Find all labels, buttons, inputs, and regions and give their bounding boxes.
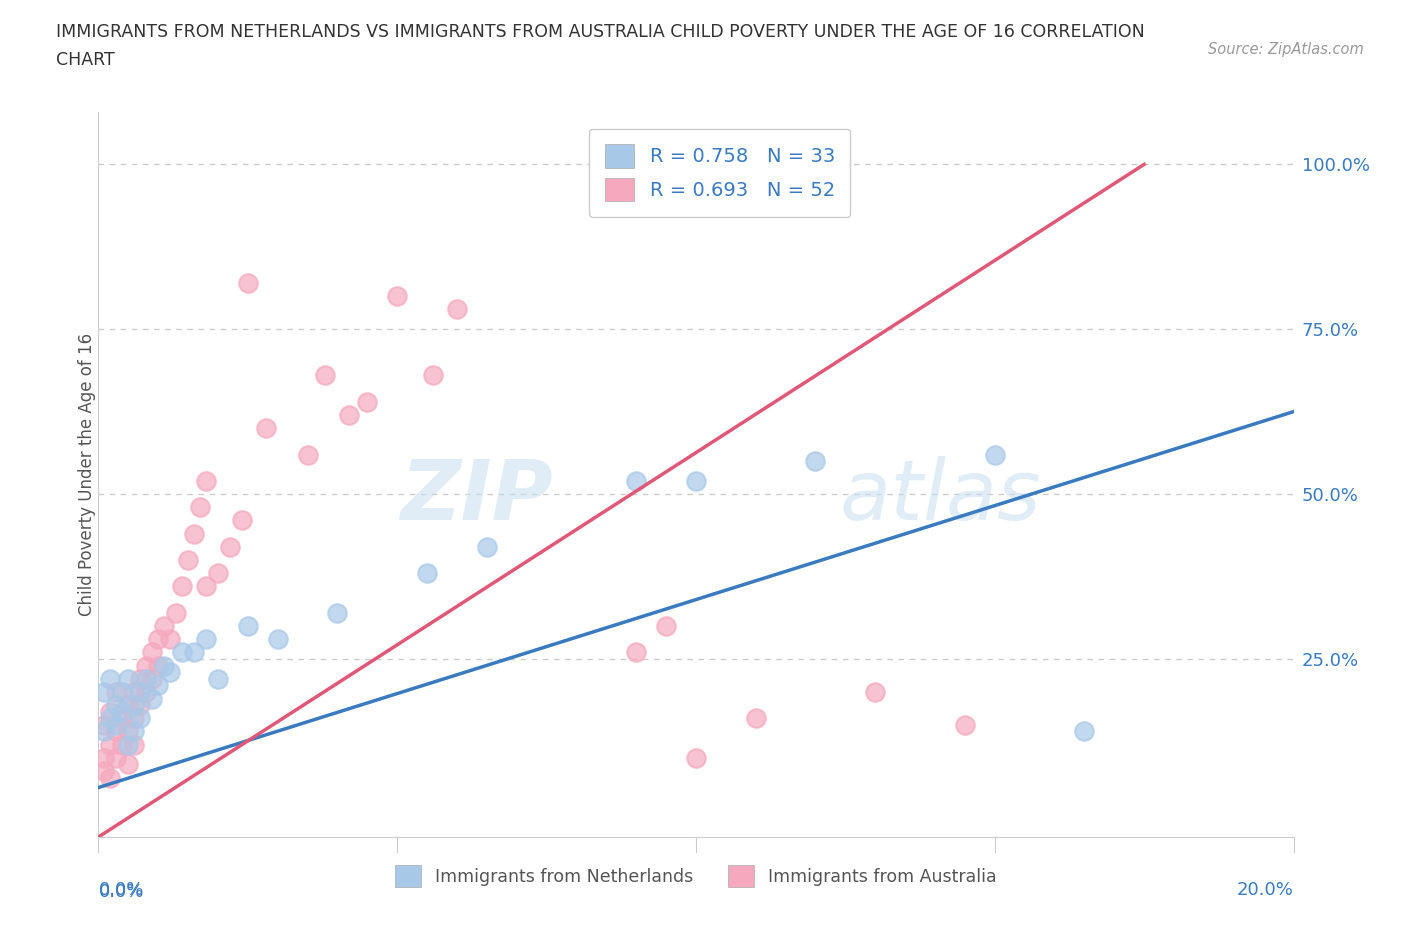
Point: [111, 704, 134, 719]
Point: [207, 565, 229, 580]
Point: [195, 631, 218, 646]
Point: [159, 631, 181, 646]
Point: [129, 671, 152, 686]
Point: [148, 678, 170, 693]
Point: [626, 473, 648, 488]
Point: [195, 579, 218, 594]
Point: [159, 665, 181, 680]
Text: Source: ZipAtlas.com: Source: ZipAtlas.com: [1208, 42, 1364, 57]
Point: [148, 658, 170, 673]
Point: [98, 737, 122, 752]
Point: [297, 447, 319, 462]
Point: [231, 513, 253, 528]
Point: [385, 289, 409, 304]
Point: [117, 698, 139, 712]
Point: [129, 711, 152, 725]
Legend: Immigrants from Netherlands, Immigrants from Australia: Immigrants from Netherlands, Immigrants …: [388, 858, 1004, 894]
Point: [98, 671, 122, 686]
Point: [745, 711, 768, 725]
Point: [267, 631, 290, 646]
Point: [446, 302, 468, 317]
Point: [356, 394, 378, 409]
Point: [153, 658, 176, 673]
Point: [236, 618, 259, 633]
Point: [984, 447, 1007, 462]
Point: [183, 526, 205, 541]
Point: [165, 605, 187, 620]
Point: [188, 499, 211, 514]
Point: [124, 684, 146, 699]
Point: [254, 420, 277, 435]
Point: [177, 552, 200, 567]
Point: [141, 644, 163, 659]
Point: [172, 644, 194, 659]
Point: [626, 644, 648, 659]
Point: [422, 368, 444, 383]
Point: [655, 618, 678, 633]
Point: [865, 684, 887, 699]
Point: [685, 473, 707, 488]
Point: [172, 579, 194, 594]
Point: [1073, 724, 1095, 739]
Point: [129, 698, 152, 712]
Point: [153, 618, 176, 633]
Point: [105, 751, 128, 765]
Point: [195, 473, 218, 488]
Point: [93, 724, 115, 739]
Text: 0.0%: 0.0%: [98, 881, 143, 898]
Point: [124, 724, 146, 739]
Text: CHART: CHART: [56, 51, 115, 69]
Y-axis label: Child Poverty Under the Age of 16: Child Poverty Under the Age of 16: [79, 333, 96, 616]
Point: [111, 711, 134, 725]
Point: [105, 724, 128, 739]
Text: ZIP: ZIP: [399, 456, 553, 537]
Point: [117, 737, 139, 752]
Point: [315, 368, 337, 383]
Point: [98, 704, 122, 719]
Point: [98, 770, 122, 785]
Point: [685, 751, 707, 765]
Point: [475, 539, 498, 554]
Point: [111, 684, 134, 699]
Point: [135, 658, 157, 673]
Point: [111, 737, 134, 752]
Point: [207, 671, 229, 686]
Point: [236, 275, 259, 290]
Point: [124, 711, 146, 725]
Point: [148, 631, 170, 646]
Point: [804, 454, 827, 469]
Point: [416, 565, 439, 580]
Point: [219, 539, 242, 554]
Point: [98, 711, 122, 725]
Text: atlas: atlas: [839, 456, 1040, 537]
Point: [326, 605, 349, 620]
Point: [183, 644, 205, 659]
Text: IMMIGRANTS FROM NETHERLANDS VS IMMIGRANTS FROM AUSTRALIA CHILD POVERTY UNDER THE: IMMIGRANTS FROM NETHERLANDS VS IMMIGRANT…: [56, 23, 1144, 41]
Point: [117, 757, 139, 772]
Point: [339, 407, 361, 422]
Point: [105, 684, 128, 699]
Point: [93, 684, 115, 699]
Point: [105, 698, 128, 712]
Point: [141, 691, 163, 706]
Point: [953, 717, 976, 732]
Point: [135, 671, 157, 686]
Point: [93, 717, 115, 732]
Point: [135, 684, 157, 699]
Text: 20.0%: 20.0%: [1237, 881, 1294, 898]
Point: [141, 671, 163, 686]
Point: [105, 717, 128, 732]
Point: [93, 751, 115, 765]
Point: [129, 684, 152, 699]
Point: [93, 764, 115, 778]
Point: [117, 724, 139, 739]
Text: 0.0%: 0.0%: [98, 884, 143, 901]
Point: [124, 737, 146, 752]
Point: [117, 671, 139, 686]
Point: [124, 698, 146, 712]
